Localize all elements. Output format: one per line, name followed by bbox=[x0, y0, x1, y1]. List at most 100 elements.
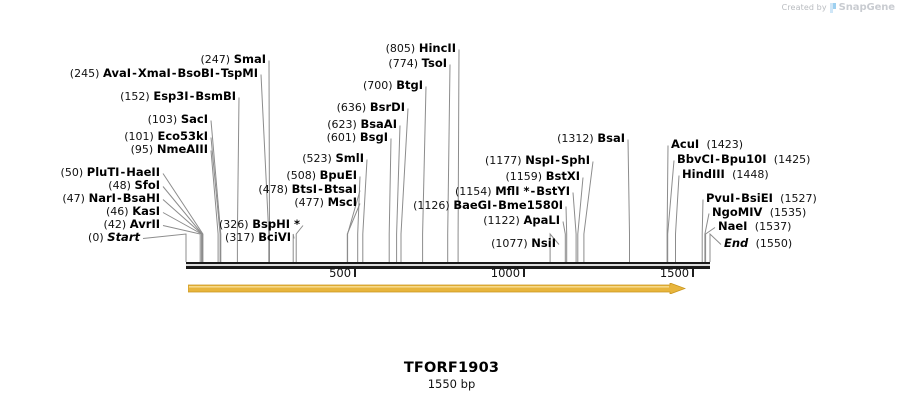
enzyme-separator: - bbox=[215, 66, 220, 80]
enzyme-label[interactable]: NgoMIV (1535) bbox=[712, 206, 806, 219]
enzyme-separator: - bbox=[120, 165, 126, 179]
enzyme-site-position: (1122) bbox=[483, 214, 520, 227]
enzyme-name: AcuI bbox=[671, 137, 700, 151]
enzyme-site-position: (42) bbox=[103, 218, 127, 231]
enzyme-label[interactable]: (1126) BaeGI-Bme1580I bbox=[0, 199, 563, 212]
enzyme-label[interactable]: (101) Eco53kI bbox=[0, 130, 208, 143]
enzyme-label[interactable]: (805) HincII bbox=[0, 42, 456, 55]
enzyme-label[interactable]: (103) SacI bbox=[0, 113, 208, 126]
enzyme-label[interactable]: (152) Esp3I-BsmBI bbox=[0, 90, 236, 103]
enzyme-name: BsoBI bbox=[177, 66, 215, 80]
enzyme-site-position: (48) bbox=[108, 179, 131, 192]
enzyme-label[interactable]: (1077) NsiI bbox=[0, 237, 556, 250]
label-connector bbox=[666, 145, 669, 262]
enzyme-name: MflI * bbox=[495, 184, 530, 198]
enzyme-name: HaeII bbox=[126, 165, 160, 179]
label-connector bbox=[627, 139, 630, 262]
enzyme-label[interactable]: BbvCI-Bpu10I (1425) bbox=[677, 153, 810, 166]
enzyme-site-position: (1550) bbox=[755, 237, 793, 250]
enzyme-label[interactable]: (1177) NspI-SphI bbox=[0, 154, 590, 167]
enzyme-label[interactable]: (50) PluTI-HaeII bbox=[0, 166, 160, 179]
enzyme-name: NmeAIII bbox=[156, 142, 208, 156]
enzyme-site-position: (1177) bbox=[485, 154, 522, 167]
enzyme-label[interactable]: (317) BciVI bbox=[0, 231, 291, 244]
enzyme-name: BsmBI bbox=[195, 89, 236, 103]
enzyme-name: SphI bbox=[561, 153, 590, 167]
enzyme-site-position: (805) bbox=[385, 42, 416, 55]
enzyme-name: BsaHI bbox=[122, 191, 160, 205]
enzyme-label[interactable]: (1312) BsaI bbox=[0, 132, 625, 145]
enzyme-site-position: (623) bbox=[327, 118, 357, 131]
enzyme-label[interactable]: (46) KasI bbox=[0, 205, 160, 218]
enzyme-name: BstYI bbox=[536, 184, 570, 198]
enzyme-label[interactable]: (523) SmlI bbox=[0, 152, 364, 165]
enzyme-separator: - bbox=[318, 182, 323, 196]
enzyme-label[interactable]: (1122) ApaLI bbox=[0, 214, 560, 227]
enzyme-label[interactable]: (478) BtsI-BtsaI bbox=[0, 183, 357, 196]
label-connector bbox=[583, 161, 594, 262]
enzyme-site-position: (1126) bbox=[413, 199, 450, 212]
enzyme-name: SmlI bbox=[335, 151, 365, 165]
enzyme-label[interactable]: (623) BsaAI bbox=[0, 118, 397, 131]
enzyme-label[interactable]: (1159) BstXI bbox=[0, 169, 581, 183]
enzyme-label[interactable]: PvuI-BsiEI (1527) bbox=[706, 192, 817, 205]
enzyme-separator: - bbox=[171, 66, 177, 80]
enzyme-site-position: (1154) bbox=[455, 185, 492, 198]
enzyme-label[interactable]: (700) BtgI bbox=[0, 79, 423, 92]
ruler-tick-label: 1500 bbox=[659, 266, 690, 280]
enzyme-name: KasI bbox=[132, 204, 160, 218]
enzyme-name: Esp3I bbox=[153, 89, 189, 103]
enzyme-site-position: (247) bbox=[200, 53, 231, 66]
enzyme-separator: - bbox=[735, 191, 741, 205]
enzyme-label[interactable]: (601) BsgI bbox=[0, 131, 388, 144]
sequence-backbone-highlight bbox=[186, 264, 710, 266]
enzyme-label[interactable]: HindIII (1448) bbox=[682, 168, 769, 181]
enzyme-label[interactable]: (245) AvaI-XmaI-BsoBI-TspMI bbox=[0, 67, 258, 80]
enzyme-label[interactable]: (0) Start bbox=[0, 231, 140, 244]
enzyme-separator: - bbox=[492, 198, 498, 212]
enzyme-separator: - bbox=[530, 184, 536, 198]
enzyme-separator: - bbox=[132, 66, 137, 80]
enzyme-site-position: (1425) bbox=[773, 153, 811, 166]
enzyme-site-position: (774) bbox=[388, 57, 418, 70]
enzyme-label[interactable]: (47) NarI-BsaHI bbox=[0, 192, 160, 205]
enzyme-site-position: (1448) bbox=[732, 168, 769, 181]
enzyme-name: BciVI bbox=[258, 230, 291, 244]
ruler-tick-label: 500 bbox=[329, 266, 352, 280]
enzyme-site-position: (47) bbox=[62, 192, 85, 205]
enzyme-site-position: (508) bbox=[286, 169, 317, 182]
enzyme-site-position: (1312) bbox=[557, 132, 594, 145]
enzyme-separator: - bbox=[715, 152, 720, 166]
enzyme-label[interactable]: (95) NmeAIII bbox=[0, 143, 208, 156]
enzyme-label[interactable]: (326) BspHI * bbox=[0, 218, 300, 231]
enzyme-name: BsaI bbox=[597, 131, 625, 145]
enzyme-label[interactable]: (477) MscI bbox=[0, 196, 357, 209]
enzyme-label[interactable]: (42) AvrII bbox=[0, 218, 160, 231]
label-connector bbox=[709, 232, 722, 262]
enzyme-label[interactable]: (774) TsoI bbox=[0, 57, 447, 70]
enzyme-name: MscI bbox=[327, 195, 357, 209]
enzyme-site-position: (477) bbox=[294, 196, 324, 209]
enzyme-label[interactable]: (247) SmaI bbox=[0, 53, 266, 66]
enzyme-label[interactable]: End (1550) bbox=[724, 237, 792, 250]
enzyme-name: BstXI bbox=[545, 169, 580, 183]
enzyme-label[interactable]: (508) BpuEI bbox=[0, 169, 357, 182]
enzyme-separator: - bbox=[189, 89, 195, 103]
enzyme-label[interactable]: (48) SfoI bbox=[0, 179, 160, 192]
enzyme-name: NsiI bbox=[531, 236, 556, 250]
enzyme-label[interactable]: NaeI (1537) bbox=[718, 220, 791, 233]
enzyme-label[interactable]: (1154) MflI *-BstYI bbox=[0, 185, 570, 198]
enzyme-label[interactable]: AcuI (1423) bbox=[671, 138, 743, 151]
label-connector bbox=[565, 206, 568, 262]
enzyme-site-position: (636) bbox=[336, 101, 367, 114]
enzyme-label[interactable]: (636) BsrDI bbox=[0, 101, 405, 114]
enzyme-name: Bme1580I bbox=[498, 198, 563, 212]
enzyme-name: Start bbox=[107, 230, 140, 244]
label-connector bbox=[572, 192, 577, 262]
enzyme-site-position: (523) bbox=[302, 152, 332, 165]
enzyme-name: HincII bbox=[418, 41, 456, 55]
orf-arrow[interactable] bbox=[188, 283, 686, 294]
enzyme-name: BsrDI bbox=[369, 100, 405, 114]
enzyme-site-position: (245) bbox=[69, 67, 100, 80]
